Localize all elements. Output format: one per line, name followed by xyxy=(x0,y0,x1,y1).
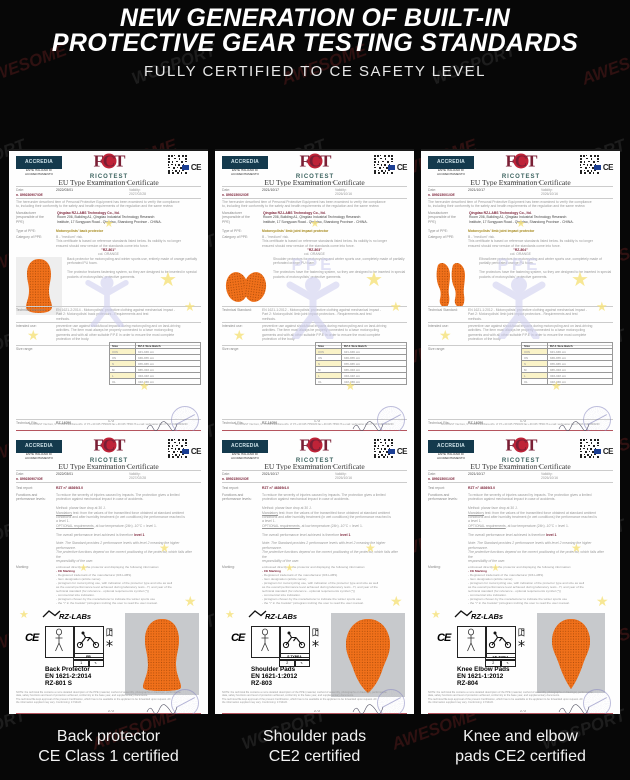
svg-text:FCT: FCT xyxy=(94,437,127,453)
svg-text:FCT: FCT xyxy=(94,153,127,169)
svg-text:FCT: FCT xyxy=(300,153,333,169)
svg-text:FCT: FCT xyxy=(300,437,333,453)
svg-text:FCT: FCT xyxy=(506,437,539,453)
svg-text:FCT: FCT xyxy=(506,153,539,169)
